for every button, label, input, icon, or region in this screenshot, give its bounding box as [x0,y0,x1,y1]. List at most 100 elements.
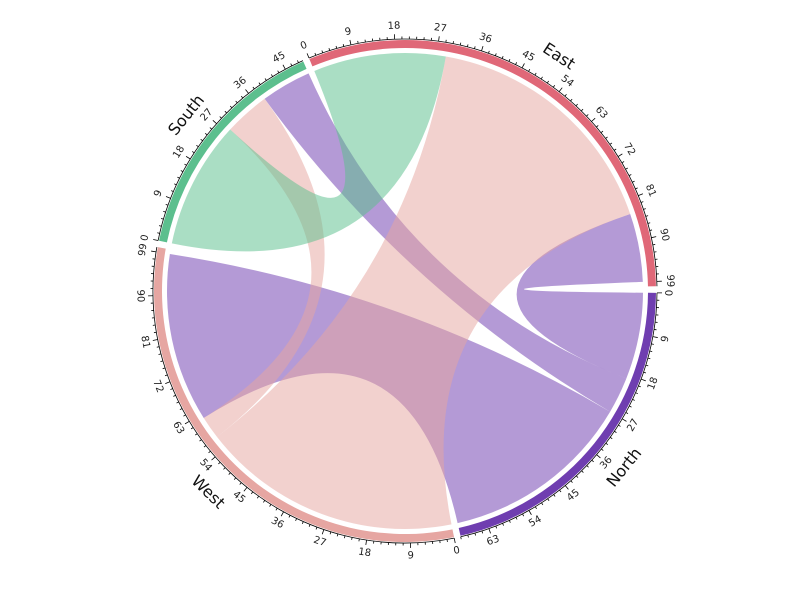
minor-tick [481,530,484,534]
minor-tick [546,80,550,84]
minor-tick [632,180,635,183]
tick-label: 36 [232,75,249,92]
sector-arc-west [154,247,455,542]
minor-tick [240,95,244,99]
minor-tick [264,78,267,81]
minor-tick [218,462,221,465]
minor-tick [640,201,644,203]
minor-tick [223,467,226,470]
tick-label: 63 [485,534,501,549]
minor-tick [605,136,608,139]
tick-label: 45 [565,487,582,504]
minor-tick [643,208,646,210]
sector-label-west: West [188,471,229,512]
minor-tick [534,72,537,76]
minor-tick [297,60,299,63]
minor-tick [269,504,272,507]
minor-tick [336,533,339,537]
minor-tick [651,343,654,345]
major-tick [438,36,440,42]
minor-tick [643,371,647,374]
minor-tick [467,44,469,47]
minor-tick [200,138,203,142]
minor-tick [635,392,639,395]
sector-label-east: East [539,39,578,74]
minor-tick [163,210,166,213]
minor-tick [204,133,208,136]
minor-tick [647,222,651,224]
tick-label: 27 [433,22,447,35]
tick-label: 72 [150,379,165,395]
major-tick [211,456,216,461]
minor-tick [586,465,589,468]
sector-axis [308,38,658,287]
minor-tick [170,388,173,390]
tick-label: 0 [139,234,151,242]
minor-tick [314,52,317,56]
major-tick [184,420,190,425]
minor-tick [208,450,211,454]
minor-tick [618,424,621,427]
minor-tick [552,84,556,88]
sector-axis [152,246,455,544]
minor-tick [564,94,567,97]
minor-tick [329,531,332,535]
major-tick [165,381,171,384]
minor-tick [239,482,242,485]
minor-tick [575,103,578,107]
major-tick [321,529,325,535]
minor-tick [625,412,629,414]
minor-tick [199,439,202,442]
minor-tick [515,62,518,65]
minor-tick [645,364,649,367]
minor-tick [335,45,338,49]
tick-label: 9 [660,335,672,343]
minor-tick [635,187,638,190]
minor-tick [321,50,324,53]
minor-tick [645,215,649,217]
link-east-west [216,56,631,529]
minor-tick [203,445,207,448]
minor-tick [621,161,625,164]
minor-tick [528,69,531,72]
minor-tick [252,86,255,90]
tick-label: 18 [357,546,371,559]
major-tick [564,485,569,490]
minor-tick [581,470,584,473]
minor-tick [165,203,169,206]
tick-label: 9 [152,189,165,199]
minor-tick [173,394,176,397]
minor-tick [629,405,632,408]
major-tick [617,153,623,157]
major-tick [151,250,157,253]
minor-tick [553,494,556,497]
tick-label: 63 [593,104,610,121]
tick-label: 18 [171,144,187,161]
minor-tick [233,477,237,480]
minor-tick [191,151,195,154]
tick-label: 27 [312,535,328,550]
minor-tick [224,110,227,114]
tick-label: 45 [230,489,247,506]
minor-tick [474,46,476,49]
major-tick [640,378,646,382]
sector-axis [157,60,304,241]
minor-tick [459,42,462,46]
minor-tick [342,44,345,47]
minor-tick [541,502,544,506]
sector-axis [460,292,658,538]
major-tick [558,87,563,92]
minor-tick [235,100,238,104]
minor-tick [647,357,651,360]
minor-tick [288,515,291,518]
minor-tick [628,174,632,177]
minor-tick [351,537,353,540]
minor-tick [467,534,469,538]
tick-label: 90 [134,290,145,303]
tick-label: 9 [344,26,353,38]
tick-label: 90 [657,228,670,243]
tick-label: 27 [625,417,641,434]
sector-ring [154,40,656,542]
minor-tick [194,433,198,436]
